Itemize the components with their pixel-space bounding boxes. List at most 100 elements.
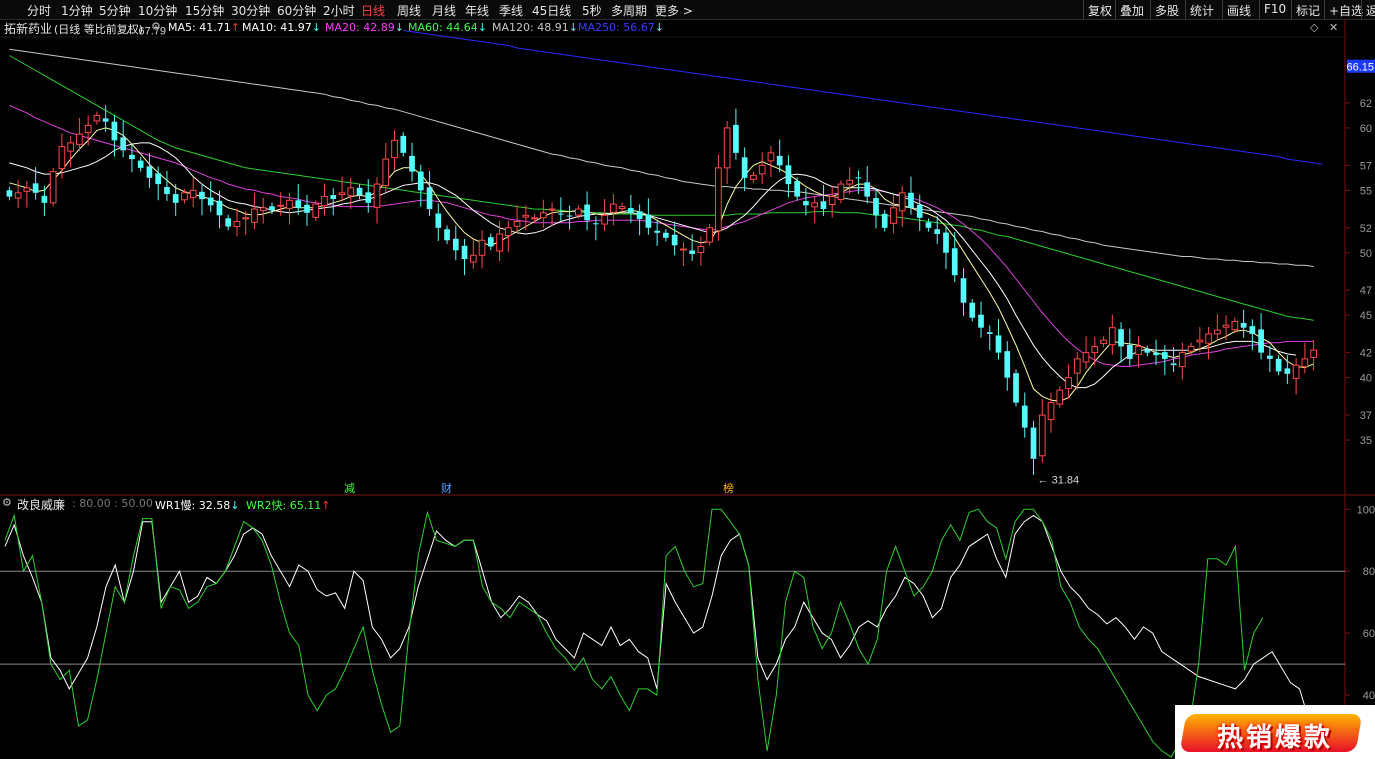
candle-body-down <box>304 204 310 213</box>
candle-body-up <box>181 192 188 201</box>
candle-body-down <box>1284 368 1291 374</box>
candle-63 <box>557 197 564 221</box>
candle-2 <box>23 180 31 208</box>
indicator-tick-label: 40 <box>1363 690 1375 702</box>
candle-91 <box>803 187 809 216</box>
period-tab-3[interactable]: 10分钟 <box>138 4 178 18</box>
toolbar-button-3[interactable]: 统计 <box>1190 4 1215 18</box>
candle-124 <box>1091 336 1099 366</box>
candle-body-up <box>23 187 31 192</box>
candle-body-down <box>566 215 573 217</box>
candle-9 <box>84 115 92 146</box>
toolbar-button-1[interactable]: 叠加 <box>1120 4 1145 18</box>
candle-110 <box>969 298 976 322</box>
candle-93 <box>820 185 827 216</box>
hot-sale-banner[interactable]: 热销爆款 <box>1175 705 1375 759</box>
candle-64 <box>566 205 573 230</box>
toolbar-separator <box>1324 0 1325 19</box>
toolbar-separator <box>1259 0 1260 19</box>
candle-body-up <box>767 152 775 162</box>
candle-55 <box>487 233 494 251</box>
candle-body-up <box>1222 324 1230 328</box>
candle-11 <box>102 105 109 132</box>
candle-94 <box>828 186 836 218</box>
candle-body-down <box>776 155 783 166</box>
candle-body-down <box>417 171 424 191</box>
candle-body-down <box>137 160 144 168</box>
candle-body-up <box>1196 339 1204 343</box>
period-tab-16[interactable]: 更多 > <box>655 4 693 18</box>
toolbar-button-6[interactable]: 标记 <box>1296 4 1321 18</box>
wr2-fast-line <box>4 508 1264 758</box>
stock-name: 拓新药业 <box>4 22 53 36</box>
period-tab-0[interactable]: 分时 <box>27 4 52 18</box>
period-tab-2[interactable]: 5分钟 <box>99 4 131 18</box>
candle-18 <box>164 170 170 201</box>
candle-body-up <box>1292 364 1300 379</box>
candle-129 <box>1135 336 1142 368</box>
price-tick-label: 42 <box>1360 348 1372 360</box>
period-high-label: ← 67.79 <box>124 26 166 38</box>
period-tab-14[interactable]: 5秒 <box>582 4 602 18</box>
period-tab-7[interactable]: 2小时 <box>323 4 355 18</box>
candle-body-up <box>1178 352 1186 368</box>
candle-82 <box>723 121 731 185</box>
candle-body-down <box>444 229 450 241</box>
candle-100 <box>881 210 888 232</box>
event-badge-0[interactable]: 减 <box>344 482 355 495</box>
ma60-line <box>9 55 1314 321</box>
toolbar-button-2[interactable]: 多股 <box>1155 4 1180 18</box>
candle-133 <box>1170 347 1177 373</box>
candle-body-down <box>426 187 433 210</box>
candle-body-up <box>758 164 766 175</box>
candle-92 <box>811 195 819 224</box>
period-tab-13[interactable]: 45日线 <box>532 4 572 18</box>
toolbar-button-8[interactable]: 返 <box>1366 4 1375 18</box>
candle-70 <box>618 202 626 213</box>
candle-69 <box>610 194 617 226</box>
candle-body-down <box>452 238 459 251</box>
period-tab-6[interactable]: 60分钟 <box>277 4 317 18</box>
candle-132 <box>1161 345 1168 376</box>
candle-body-down <box>785 165 792 185</box>
candle-body-up <box>58 146 66 170</box>
period-tab-12[interactable]: 季线 <box>499 4 524 18</box>
candle-body-down <box>120 137 127 151</box>
candle-8 <box>76 117 83 152</box>
toolbar-button-5[interactable]: F10 <box>1264 2 1287 16</box>
ma-legend-3: MA60: 44.64↓ <box>408 21 487 34</box>
ma-legend-label: MA60: 44.64 <box>408 21 478 34</box>
settings-icon[interactable]: ⚙ <box>151 20 161 33</box>
indicator-axis: 100 80 60 40 <box>1345 504 1375 702</box>
period-tab-15[interactable]: 多周期 <box>611 4 648 18</box>
period-tab-4[interactable]: 15分钟 <box>185 4 225 18</box>
candle-140 <box>1231 317 1239 334</box>
candle-body-up <box>1091 345 1099 354</box>
candle-126 <box>1108 314 1116 355</box>
toolbar-button-0[interactable]: 复权 <box>1088 4 1113 18</box>
candle-body-down <box>663 232 669 238</box>
period-tab-8[interactable]: 日线 <box>361 4 386 18</box>
candle-body-down <box>943 232 949 253</box>
period-tab-5[interactable]: 30分钟 <box>231 4 271 18</box>
candle-23 <box>207 181 214 213</box>
candle-147 <box>1292 358 1300 395</box>
candle-body-up <box>189 189 197 198</box>
toolbar-button-4[interactable]: 画线 <box>1227 4 1252 18</box>
candle-body-up <box>697 246 705 254</box>
close-icon[interactable]: ✕ <box>1329 21 1339 34</box>
period-tab-1[interactable]: 1分钟 <box>61 4 93 18</box>
diamond-icon[interactable]: ◇ <box>1310 21 1319 34</box>
period-tab-11[interactable]: 年线 <box>465 4 490 18</box>
event-badge-2[interactable]: 榜 <box>723 482 734 495</box>
period-tab-10[interactable]: 月线 <box>432 4 457 18</box>
period-tab-9[interactable]: 周线 <box>397 4 422 18</box>
candle-body-up <box>478 239 486 256</box>
price-tick-label: 45 <box>1360 310 1372 322</box>
indicator-settings-icon[interactable]: ⚙ <box>2 496 12 509</box>
candle-body-up <box>574 208 582 216</box>
event-badge-1[interactable]: 财 <box>441 482 452 495</box>
toolbar-button-7[interactable]: +自选 <box>1329 4 1364 18</box>
candle-7 <box>67 136 74 168</box>
price-tick-label: 60 <box>1360 123 1372 135</box>
